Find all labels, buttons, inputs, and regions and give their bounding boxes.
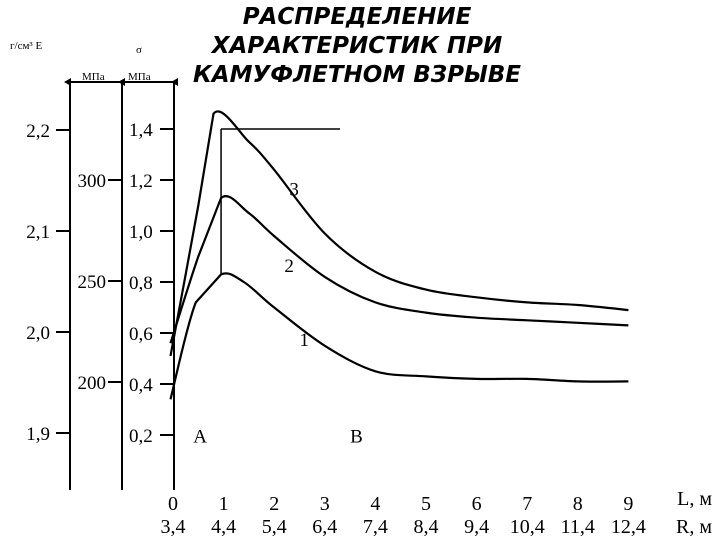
x2-axis-tick-label: 12,4: [611, 516, 646, 538]
y-axis-density-tick-label: 1,9: [26, 424, 50, 445]
y-axis-sigma-tick-label: 0,6: [129, 324, 153, 345]
x-axis-tick-label: 7: [522, 493, 532, 515]
x-axis-label: L, м: [677, 488, 712, 510]
y-axis-header-density: г/см³ E: [10, 40, 42, 52]
y-axis-sigma-tick-label: 1,4: [129, 120, 153, 141]
y-axis-mpa-tick-label: 300: [78, 171, 107, 192]
y-axis-header-mpa: МПа: [82, 71, 105, 83]
chart-title-text: РАСПРЕДЕЛЕНИЕ ХАРАКТЕРИСТИК ПРИ КАМУФЛЕТНО…: [193, 4, 521, 88]
x-axis-tick-label: 4: [370, 493, 380, 515]
x-axis-tick-label: 8: [573, 493, 583, 515]
y-axis-sigma-tick-label: 1,0: [129, 222, 153, 243]
chart-title-line: КАМУФЛЕТНОМ ВЗРЫВЕ: [193, 62, 521, 88]
series-label: 1: [300, 330, 310, 351]
y-axis-mpa-tick-label: 250: [78, 272, 107, 293]
x2-axis-tick-label: 10,4: [510, 516, 545, 538]
x2-axis-label: R, м: [676, 516, 712, 538]
zone-label: B: [350, 427, 363, 448]
y-axis-header-sigma: σ: [136, 44, 142, 56]
x2-axis-tick-label: 5,4: [262, 516, 287, 538]
x2-axis-tick-label: 8,4: [414, 516, 439, 538]
x2-axis-tick-label: 9,4: [464, 516, 489, 538]
x2-axis-tick-label: 7,4: [363, 516, 388, 538]
series-line-2: [169, 195, 629, 344]
x-axis-tick-label: 1: [219, 493, 229, 515]
x-axis-tick-label: 9: [623, 493, 633, 515]
series-line-3: [169, 110, 629, 357]
x-axis-tick-label: 5: [421, 493, 431, 515]
y-axis-sigma-tick-label: 1,2: [129, 171, 153, 192]
chart-title-line: РАСПРЕДЕЛЕНИЕ: [243, 4, 472, 30]
chart-title-line: ХАРАКТЕРИСТИК ПРИ: [210, 33, 502, 59]
y-axis-sigma-tick-label: 0,8: [129, 273, 153, 294]
y-axis-density-tick-label: 2,1: [26, 222, 50, 243]
series-line-1: [169, 272, 629, 400]
x2-axis-tick-label: 11,4: [561, 516, 595, 538]
x2-axis-tick-label: 6,4: [312, 516, 337, 538]
zone-label: A: [193, 427, 207, 448]
x-axis-tick-label: 3: [320, 493, 330, 515]
y-axis-sigma-tick-label: 0,2: [129, 426, 153, 447]
x-axis-tick-label: 6: [472, 493, 482, 515]
y-axis-density-tick-label: 2,2: [26, 121, 50, 142]
x-axis-tick-label: 2: [269, 493, 279, 515]
y-axis-sigma-tick-label: 0,4: [129, 375, 153, 396]
y-axis-mpa-tick-label: 200: [78, 373, 107, 394]
x2-axis-tick-label: 3,4: [161, 516, 186, 538]
series-label: 3: [289, 179, 299, 200]
x-axis-tick-label: 0: [168, 493, 178, 515]
y-axis-header-sigma-units: МПа: [128, 71, 151, 83]
series-label: 2: [284, 256, 294, 277]
x2-axis-tick-label: 4,4: [211, 516, 236, 538]
y-axis-density-tick-label: 2,0: [26, 323, 50, 344]
